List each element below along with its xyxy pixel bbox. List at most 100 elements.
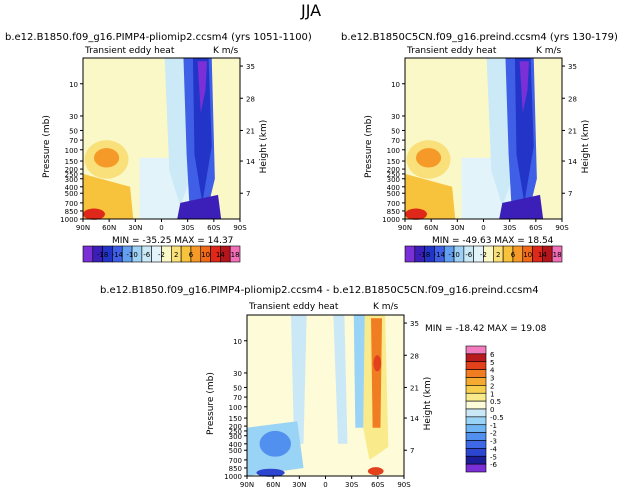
panel3-colorbar-swatch xyxy=(465,400,487,410)
panel3-colorbar-swatch xyxy=(465,385,487,394)
panel3-height-tick-label: 35 xyxy=(410,320,419,328)
panel2-xtick-label: 30S xyxy=(503,224,517,232)
panel1-ytick-label: 30 xyxy=(69,113,78,121)
panel1-xtick-label: 0 xyxy=(159,224,163,232)
panel2-field-northern-lower xyxy=(405,173,456,219)
panel3-colorbar-label: 1 xyxy=(490,390,494,398)
panel3-xtick-label: 90S xyxy=(397,481,411,489)
panel2-field-northern-upper-core xyxy=(415,148,442,168)
panel1-colorbar-swatch xyxy=(229,245,241,263)
panel2-ytick-label: 1000 xyxy=(382,216,400,224)
panel1-xtick-label: 60S xyxy=(207,224,221,232)
panel2-height-tick-label: 35 xyxy=(568,63,577,71)
panel3-ytick-label: 700 xyxy=(229,457,242,465)
panel3-ytick-label: 100 xyxy=(229,404,242,412)
panel1-colorbar-label: 18 xyxy=(231,251,240,259)
panel2-field-southern-core xyxy=(514,58,534,203)
panel3-stats: MIN = -18.42 MAX = 19.08 xyxy=(425,324,547,334)
panel1-ytick-label: 250 xyxy=(65,171,78,179)
panel3-colorbar-swatch xyxy=(465,463,487,473)
panel3-colorbar-label: -3 xyxy=(490,438,497,446)
panel3-field-southern-surface xyxy=(367,467,384,476)
panel2-colorbar-label: 18 xyxy=(553,251,562,259)
panel2-stats: MIN = -49.63 MAX = 18.54 xyxy=(432,236,554,246)
panel1-ytick-label: 70 xyxy=(69,137,78,145)
panel3-colorbar-swatch xyxy=(465,345,487,355)
panel2-height-tick-label: 28 xyxy=(568,95,577,103)
panel3-field-northern-surface xyxy=(256,468,285,477)
panel3-colorbar-label: -1 xyxy=(490,422,497,430)
panel3-left-string: Transient eddy heat xyxy=(249,302,339,312)
panel2-colorbar-label: -14 xyxy=(434,251,446,259)
panel2-height-tick-label: 7 xyxy=(568,190,572,198)
panel3-xtick-label: 30N xyxy=(292,481,306,489)
panel3-ytick-label: 10 xyxy=(233,338,242,346)
panel2-units: K m/s xyxy=(536,46,562,56)
panel3-colorbar-label: -4 xyxy=(490,445,498,453)
panel1-colorbar-swatch xyxy=(82,245,94,263)
panel2-colorbar-label: -6 xyxy=(465,251,473,259)
panel3-field-northern-negative-core xyxy=(259,430,291,457)
panel1-ytick-label: 300 xyxy=(65,176,78,184)
panel2-colorbar-swatch xyxy=(404,245,416,263)
panel1-field-southern-core xyxy=(192,58,212,203)
panel3-xtick-label: 90N xyxy=(240,481,254,489)
panel3-colorbar-label: 4 xyxy=(490,367,495,375)
panel2-height-tick-label: 14 xyxy=(568,158,577,166)
panel1-xtick-label: 60N xyxy=(102,224,116,232)
panel1-colorbar-label: -2 xyxy=(158,251,165,259)
panel3-colorbar-swatch xyxy=(465,432,487,441)
panel1-colorbar-label: -18 xyxy=(97,251,108,259)
panel3-height-tick-label: 21 xyxy=(410,384,419,392)
panel3-colorbar-swatch xyxy=(465,440,487,449)
panel1-height-tick-label: 35 xyxy=(246,63,255,71)
panel1-colorbar-label: -6 xyxy=(143,251,151,259)
panel3-ytick-label: 50 xyxy=(233,384,242,392)
panel1-ytick-label: 700 xyxy=(65,200,78,208)
panel1-ylabel-right: Height (km) xyxy=(259,120,269,174)
panel2-ytick-label: 850 xyxy=(387,208,400,216)
panel3-colorbar-swatch xyxy=(465,424,487,433)
panel3-colorbar-label: -0.5 xyxy=(490,414,504,422)
panel3-colorbar-swatch xyxy=(465,416,487,426)
panel3-colorbar-label: 0 xyxy=(490,406,494,414)
panel3-colorbar-swatch xyxy=(465,369,487,378)
panel3-units: K m/s xyxy=(373,302,399,312)
panel1-colorbar-label: 14 xyxy=(216,251,225,259)
panel1-ytick-label: 500 xyxy=(65,190,78,198)
panel1-colorbar-label: 6 xyxy=(189,251,194,259)
panel2-field-southern-max xyxy=(519,61,530,113)
panel2-xtick-label: 60N xyxy=(424,224,438,232)
panel3-colorbar-label: 2 xyxy=(490,382,494,390)
panel3-ytick-label: 300 xyxy=(229,433,242,441)
panel2-ytick-label: 100 xyxy=(387,147,400,155)
panel2-ytick-label: 70 xyxy=(391,137,400,145)
panel2-ytick-label: 400 xyxy=(387,184,400,192)
panel3-xtick-label: 30S xyxy=(345,481,359,489)
panel3-ytick-label: 250 xyxy=(229,428,242,436)
panel2-colorbar-label: 2 xyxy=(496,251,500,259)
panel3-colorbar-label: 6 xyxy=(490,351,495,359)
panel3-colorbar-label: 0.5 xyxy=(490,398,501,406)
panel3-height-tick-label: 14 xyxy=(410,415,419,423)
panel2-ytick-label: 200 xyxy=(387,166,400,174)
panel2-left-string: Transient eddy heat xyxy=(407,46,497,56)
panel2-colorbar-label: -10 xyxy=(448,251,459,259)
panel3-colorbar-label: -6 xyxy=(490,461,498,469)
panel1-field-southern-max xyxy=(197,61,208,113)
panel3-ytick-label: 150 xyxy=(229,415,242,423)
panel3-xtick-label: 0 xyxy=(323,481,327,489)
panel3-height-tick-label: 7 xyxy=(410,447,414,455)
panel2-xtick-label: 0 xyxy=(481,224,485,232)
panel1-ytick-label: 100 xyxy=(65,147,78,155)
panel1-height-tick-label: 14 xyxy=(246,158,255,166)
panel1-ylabel: Pressure (mb) xyxy=(42,115,52,178)
panel2-ytick-label: 250 xyxy=(387,171,400,179)
panel3-field-southern-max xyxy=(373,355,382,372)
figure-supertitle: JJA xyxy=(301,1,322,20)
panel2-colorbar-label: 14 xyxy=(538,251,547,259)
panel1-ytick-label: 150 xyxy=(65,158,78,166)
panel1-xtick-label: 30S xyxy=(181,224,195,232)
